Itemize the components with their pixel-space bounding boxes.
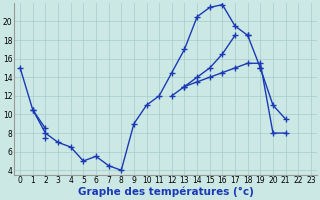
X-axis label: Graphe des températures (°c): Graphe des températures (°c): [77, 187, 253, 197]
